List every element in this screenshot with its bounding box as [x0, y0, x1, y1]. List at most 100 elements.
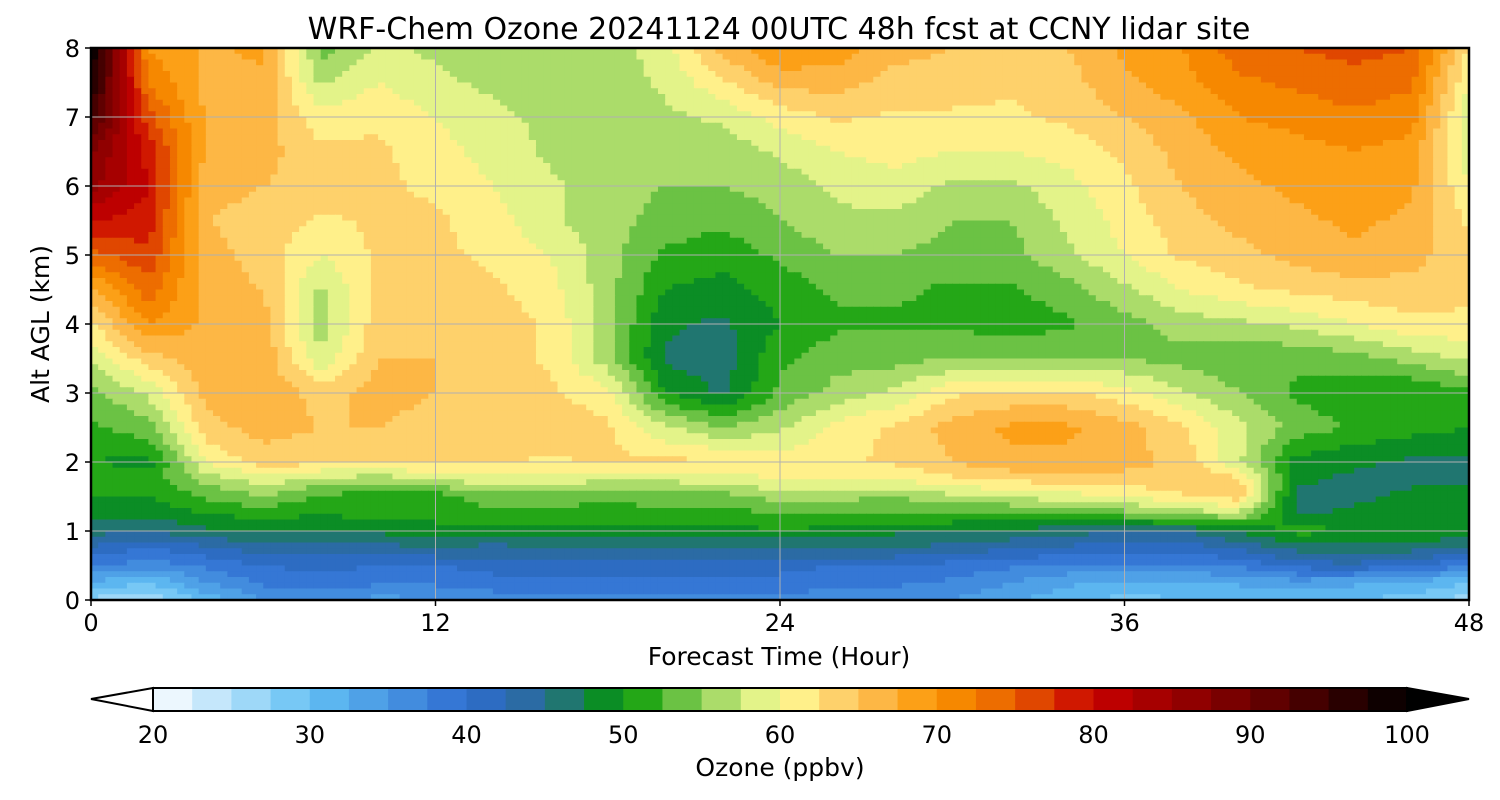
heatmap-cell [1433, 191, 1441, 199]
heatmap-cell [521, 157, 530, 164]
heatmap-cell [794, 117, 803, 124]
heatmap-cell [736, 168, 745, 176]
heatmap-cell [614, 151, 623, 158]
heatmap-cell [693, 76, 702, 84]
heatmap-cell [1031, 59, 1039, 66]
heatmap-cell [227, 174, 236, 181]
heatmap-cell [1461, 140, 1469, 147]
heatmap-cell [1160, 174, 1169, 181]
heatmap-cell [449, 71, 458, 78]
heatmap-cell [227, 145, 236, 153]
heatmap-cell [313, 186, 322, 193]
heatmap-cell [155, 71, 164, 78]
heatmap-cell [514, 94, 523, 101]
heatmap-cell [126, 71, 135, 78]
heatmap-cell [299, 168, 307, 176]
heatmap-cell [349, 140, 358, 147]
heatmap-cell [1282, 111, 1291, 118]
heatmap-cell [1160, 105, 1169, 112]
heatmap-cell [665, 105, 673, 112]
heatmap-cell [256, 134, 264, 141]
heatmap-cell [1052, 117, 1061, 124]
heatmap-cell [148, 191, 157, 199]
heatmap-cell [1303, 140, 1312, 147]
heatmap-cell [930, 117, 939, 124]
heatmap-cell [1217, 163, 1226, 170]
heatmap-cell [564, 122, 573, 130]
heatmap-cell [894, 111, 903, 118]
heatmap-cell [119, 99, 128, 107]
heatmap-cell [335, 151, 343, 158]
heatmap-cell [313, 122, 322, 130]
heatmap-cell [801, 82, 810, 89]
heatmap-cell [1461, 48, 1469, 55]
heatmap-cell [722, 94, 731, 101]
heatmap-cell [1074, 157, 1083, 164]
heatmap-cell [1153, 145, 1161, 153]
heatmap-cell [248, 94, 257, 101]
heatmap-cell [1024, 53, 1032, 61]
heatmap-cell [952, 180, 961, 187]
heatmap-cell [1189, 140, 1197, 147]
heatmap-cell [1138, 88, 1147, 95]
heatmap-cell [1074, 134, 1083, 141]
heatmap-cell [679, 94, 688, 101]
heatmap-cell [98, 151, 106, 158]
heatmap-cell [1224, 163, 1233, 170]
heatmap-cell [780, 94, 788, 101]
heatmap-cell [579, 191, 587, 199]
heatmap-cell [866, 122, 874, 130]
heatmap-cell [227, 140, 236, 147]
heatmap-cell [672, 59, 681, 66]
heatmap-cell [320, 186, 329, 193]
heatmap-cell [679, 180, 688, 187]
heatmap-cell [320, 128, 329, 135]
heatmap-cell [715, 180, 724, 187]
heatmap-cell [134, 128, 142, 135]
heatmap-cell [1074, 48, 1083, 55]
heatmap-cell [528, 122, 537, 130]
heatmap-cell [1217, 94, 1226, 101]
heatmap-cell [205, 168, 214, 176]
heatmap-cell [1131, 88, 1140, 95]
heatmap-cell [722, 122, 731, 130]
heatmap-cell [1203, 180, 1212, 187]
heatmap-cell [980, 174, 989, 181]
heatmap-cell [980, 65, 989, 72]
heatmap-cell [1067, 99, 1075, 107]
heatmap-cell [1447, 168, 1456, 176]
heatmap-cell [995, 163, 1004, 170]
heatmap-cell [1059, 59, 1068, 66]
heatmap-cell [1095, 191, 1104, 199]
heatmap-cell [937, 105, 946, 112]
heatmap-cell [1303, 105, 1312, 112]
heatmap-cell [435, 105, 444, 112]
heatmap-cell [514, 76, 523, 84]
heatmap-cell [945, 134, 953, 141]
heatmap-cell [1002, 186, 1011, 193]
heatmap-cell [256, 163, 264, 170]
heatmap-cell [672, 48, 681, 55]
heatmap-cell [823, 128, 831, 135]
heatmap-cell [521, 111, 530, 118]
heatmap-cell [1110, 88, 1118, 95]
heatmap-cell [830, 82, 839, 89]
heatmap-cell [780, 145, 788, 153]
heatmap-cell [966, 59, 975, 66]
heatmap-cell [335, 140, 343, 147]
heatmap-cell [1461, 94, 1469, 101]
heatmap-cell [378, 82, 386, 89]
heatmap-cell [715, 191, 724, 199]
heatmap-cell [1268, 76, 1276, 84]
heatmap-cell [306, 122, 315, 130]
heatmap-cell [320, 76, 329, 84]
heatmap-cell [823, 122, 831, 130]
heatmap-cell [830, 59, 839, 66]
heatmap-cell [708, 88, 717, 95]
heatmap-cell [471, 117, 480, 124]
heatmap-cell [1239, 94, 1248, 101]
heatmap-cell [198, 191, 207, 199]
heatmap-cell [306, 145, 315, 153]
heatmap-cell [880, 105, 889, 112]
heatmap-cell [607, 157, 616, 164]
